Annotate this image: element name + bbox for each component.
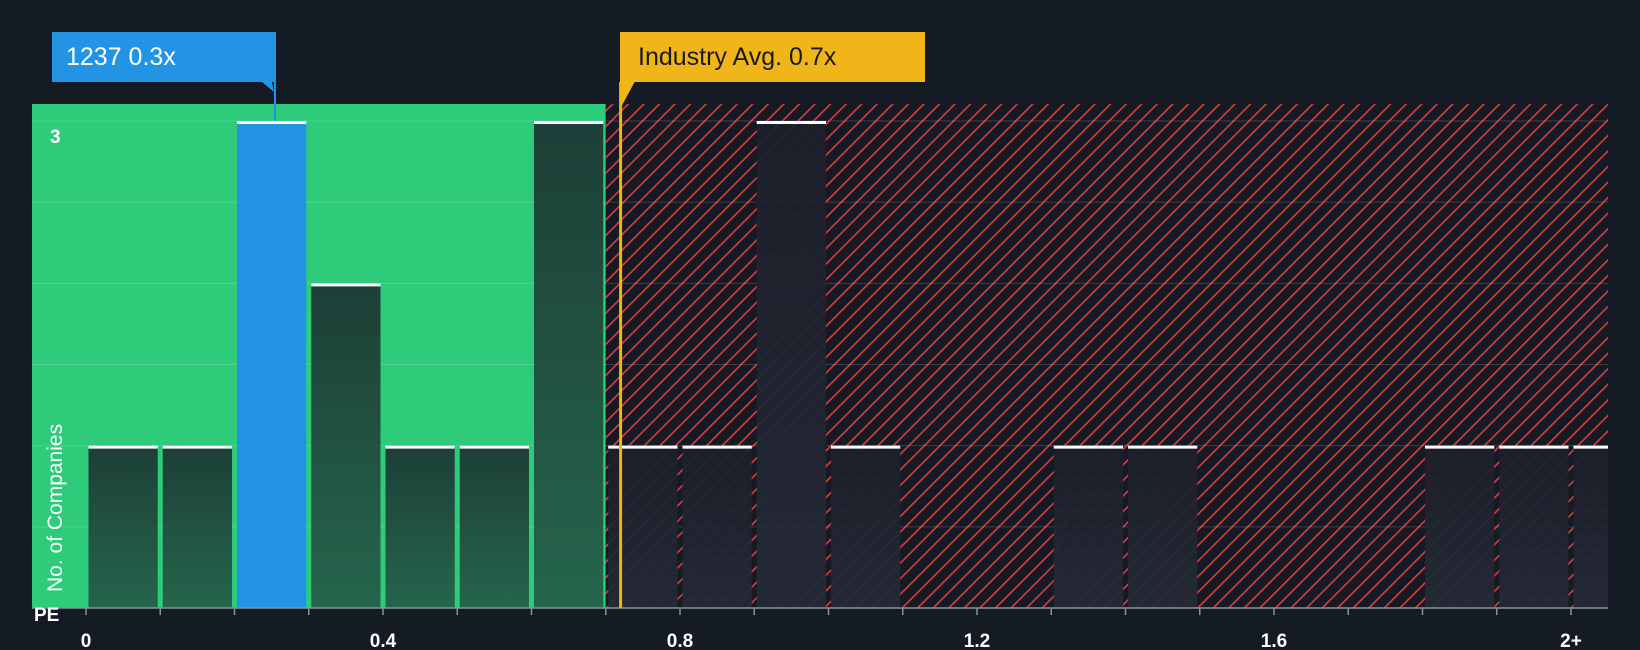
bar-bin-6 bbox=[534, 121, 604, 608]
industry-callout-box bbox=[620, 32, 925, 108]
company-callout-label: 1237 0.3x bbox=[66, 43, 176, 71]
x-tick-label: 2+ bbox=[1560, 631, 1582, 650]
histogram-bars bbox=[88, 121, 1608, 608]
bar-bin-8 bbox=[682, 445, 752, 608]
bar-bin-0 bbox=[88, 445, 158, 608]
y-tick-label: 3 bbox=[50, 127, 61, 148]
bar-bin-15 bbox=[1573, 445, 1608, 608]
bar-bin-10 bbox=[831, 445, 901, 608]
x-axis-ticks: 0 0.4 0.8 1.2 1.6 2+ bbox=[81, 608, 1582, 650]
x-axis-label: PE bbox=[34, 605, 59, 626]
x-tick-label: 0.8 bbox=[667, 631, 693, 650]
industry-callout-label: Industry Avg. 0.7x bbox=[638, 43, 837, 71]
bar-bin-14 bbox=[1499, 445, 1569, 608]
bar-bin-1 bbox=[162, 445, 232, 608]
x-tick-label: 1.2 bbox=[964, 631, 990, 650]
x-tick-label: 0.4 bbox=[370, 631, 397, 650]
bar-bin-12 bbox=[1128, 445, 1198, 608]
bar-bin-9 bbox=[756, 121, 826, 608]
y-axis-label: No. of Companies bbox=[44, 424, 67, 592]
company-callout: 1237 0.3x bbox=[52, 32, 276, 121]
bar-bin-3 bbox=[311, 283, 381, 608]
bar-bin-11 bbox=[1053, 445, 1123, 608]
x-tick-label: 0 bbox=[81, 631, 92, 650]
bar-bin-5 bbox=[459, 445, 529, 608]
y-axis-ticks: 3 bbox=[50, 127, 61, 148]
x-tick-label: 1.6 bbox=[1261, 631, 1287, 650]
bar-bin-7 bbox=[608, 445, 678, 608]
bar-company-bin bbox=[237, 121, 307, 608]
company-callout-box bbox=[52, 32, 276, 92]
bar-bin-4 bbox=[385, 445, 455, 608]
industry-callout: Industry Avg. 0.7x bbox=[620, 32, 925, 108]
bar-bin-13 bbox=[1425, 445, 1495, 608]
